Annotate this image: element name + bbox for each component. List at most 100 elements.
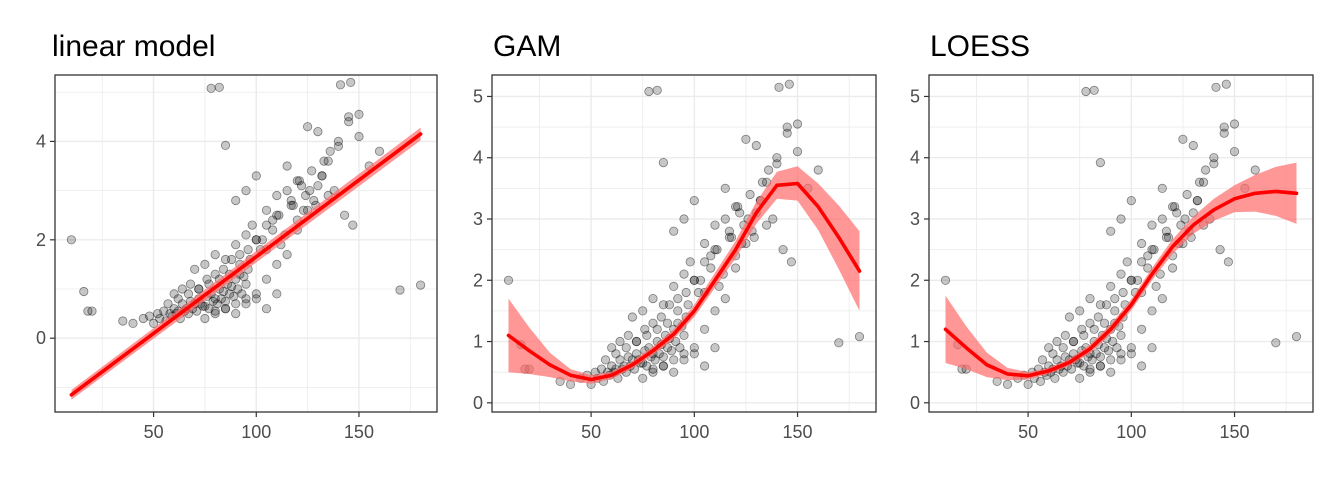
data-point xyxy=(1122,257,1132,267)
data-point xyxy=(1037,355,1048,365)
data-point xyxy=(66,235,77,245)
data-point xyxy=(1068,336,1079,347)
data-point xyxy=(229,291,239,301)
data-point xyxy=(724,232,735,242)
data-point xyxy=(220,304,231,314)
data-point xyxy=(685,257,695,267)
data-point xyxy=(784,79,794,89)
panel-title-loess: LOESS xyxy=(930,30,1030,63)
confidence-band-loess xyxy=(945,162,1297,381)
data-point xyxy=(1106,367,1116,377)
data-point xyxy=(159,306,169,316)
data-point xyxy=(650,355,660,365)
y-tick-label: 3 xyxy=(473,209,483,229)
data-point xyxy=(309,195,319,206)
data-point xyxy=(319,156,329,166)
data-point xyxy=(1132,275,1143,285)
data-point xyxy=(782,122,792,132)
data-point xyxy=(757,177,768,187)
data-point xyxy=(611,349,621,359)
data-point xyxy=(272,190,282,201)
data-point xyxy=(302,122,313,132)
data-point xyxy=(623,330,633,340)
data-point xyxy=(1126,349,1136,359)
data-point xyxy=(741,134,751,144)
data-point xyxy=(1229,147,1240,157)
data-point xyxy=(1151,281,1161,291)
data-point xyxy=(1044,343,1054,353)
data-point xyxy=(1108,336,1118,347)
data-point xyxy=(220,304,231,314)
data-point xyxy=(710,245,720,255)
data-point xyxy=(200,313,210,324)
data-point xyxy=(261,274,272,284)
x-tick-label: 150 xyxy=(783,422,813,442)
data-point xyxy=(231,240,241,250)
panel-title-gam: GAM xyxy=(493,30,561,63)
x-tick-label: 50 xyxy=(581,422,601,442)
data-point xyxy=(218,286,228,297)
data-point xyxy=(751,140,761,151)
data-point xyxy=(1093,312,1103,322)
data-point xyxy=(173,294,183,304)
data-point xyxy=(689,275,699,285)
data-point xyxy=(640,324,650,334)
data-point xyxy=(658,361,669,371)
data-point xyxy=(286,200,296,210)
data-point xyxy=(648,318,658,328)
data-point xyxy=(679,214,689,224)
data-point xyxy=(679,269,689,279)
data-point xyxy=(210,250,220,260)
data-point xyxy=(1087,355,1097,365)
data-point xyxy=(1126,196,1136,206)
data-point xyxy=(710,343,720,353)
data-point xyxy=(706,263,716,273)
data-point xyxy=(288,200,298,210)
data-point xyxy=(1137,324,1147,334)
panel-loess: LOESS 50 100 150 0 1 2 3 4 5 xyxy=(910,30,1314,442)
data-point xyxy=(1106,355,1116,365)
data-point xyxy=(1219,128,1229,138)
data-point xyxy=(735,208,745,218)
x-tick-label: 100 xyxy=(679,422,709,442)
x-tick-label: 150 xyxy=(1220,422,1250,442)
data-point xyxy=(227,254,237,265)
data-point xyxy=(1168,263,1178,273)
data-point xyxy=(251,235,261,245)
data-point xyxy=(118,316,128,326)
data-point xyxy=(1147,306,1157,316)
data-point xyxy=(712,245,722,255)
data-point xyxy=(282,250,292,260)
data-point xyxy=(1089,324,1099,334)
data-point xyxy=(710,220,720,230)
data-point xyxy=(699,361,710,371)
data-point xyxy=(183,289,194,299)
data-point xyxy=(235,250,245,260)
data-point xyxy=(1081,86,1091,97)
y-tick-label: 5 xyxy=(473,86,483,106)
data-point xyxy=(231,299,241,309)
data-point xyxy=(669,281,679,291)
data-point xyxy=(1221,79,1231,89)
data-point xyxy=(1050,373,1060,383)
data-point xyxy=(1161,232,1172,242)
data-point xyxy=(1118,287,1128,298)
data-point xyxy=(683,300,693,310)
x-tick-label: 50 xyxy=(144,422,164,442)
data-point xyxy=(1106,281,1116,291)
data-point xyxy=(724,226,735,236)
data-point xyxy=(1188,140,1198,151)
data-point xyxy=(1023,379,1033,389)
data-point xyxy=(214,82,224,92)
y-tick-label: 2 xyxy=(36,230,46,250)
data-point xyxy=(1170,202,1180,212)
data-point xyxy=(813,165,823,175)
data-point xyxy=(200,301,210,311)
data-point xyxy=(335,80,346,90)
data-point xyxy=(772,159,782,169)
data-point xyxy=(190,264,200,274)
fit-line-gam xyxy=(506,181,862,382)
panel-linear-model: linear model 50 100 150 0 2 4 xyxy=(36,30,438,442)
data-point xyxy=(662,318,673,328)
